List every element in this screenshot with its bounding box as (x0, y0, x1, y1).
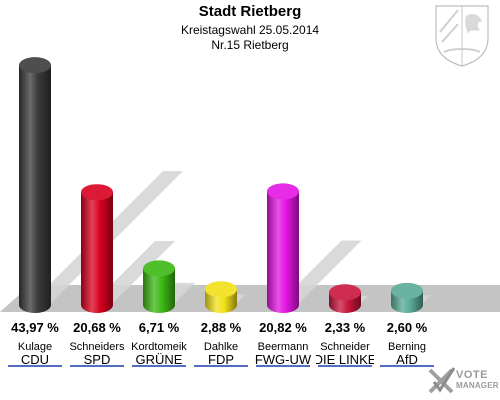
bar-cdu (19, 65, 51, 313)
bar-top-6 (391, 282, 423, 299)
bar-top-1 (81, 184, 113, 201)
party-label: CDU (21, 352, 49, 367)
nrw-coat-of-arms-icon (435, 5, 489, 67)
chart-floor (0, 285, 500, 312)
value-label: 20,68 % (73, 320, 121, 335)
chart-subtitle-date: Kreistagswahl 25.05.2014 (180, 23, 320, 37)
party-label: FDP (208, 352, 234, 367)
chart-title: Stadt Rietberg (198, 3, 302, 20)
bar-gr-ne (143, 268, 175, 313)
bar-shadow-1 (93, 240, 176, 303)
party-label: GRÜNE (136, 352, 183, 367)
candidate-label: Schneiders (69, 341, 125, 353)
value-label: 43,97 % (11, 320, 59, 335)
candidate-label: Schneider (320, 341, 370, 353)
party-label: FWG-UW (255, 352, 312, 367)
vote-manager-logo-line2: MANAGER (456, 381, 499, 390)
candidate-label: Berning (388, 341, 426, 353)
bar-top-4 (267, 183, 299, 200)
bar-top-2 (143, 260, 175, 277)
candidate-label: Dahlke (204, 341, 238, 353)
bar-shadow-4 (279, 240, 362, 303)
bar-top-5 (329, 284, 361, 301)
candidate-label: Kordtomeik (131, 341, 187, 353)
vote-manager-logo-line1: VOTE (456, 369, 488, 381)
bar-spd (81, 192, 113, 313)
bar-top-0 (19, 57, 51, 74)
party-label: DIE LINKE (314, 352, 377, 367)
bar-fwg-uw (267, 191, 299, 313)
value-label: 6,71 % (139, 320, 180, 335)
candidate-label: Kulage (18, 341, 52, 353)
checkmark-ballot-icon (428, 367, 456, 394)
value-label: 20,82 % (259, 320, 307, 335)
value-label: 2,88 % (201, 320, 242, 335)
party-label: AfD (396, 352, 418, 367)
value-label: 2,60 % (387, 320, 428, 335)
party-label: SPD (84, 352, 111, 367)
value-label: 2,33 % (325, 320, 366, 335)
bar-top-3 (205, 281, 237, 298)
chart-subtitle-district: Nr.15 Rietberg (211, 38, 289, 52)
candidate-label: Beermann (258, 341, 309, 353)
